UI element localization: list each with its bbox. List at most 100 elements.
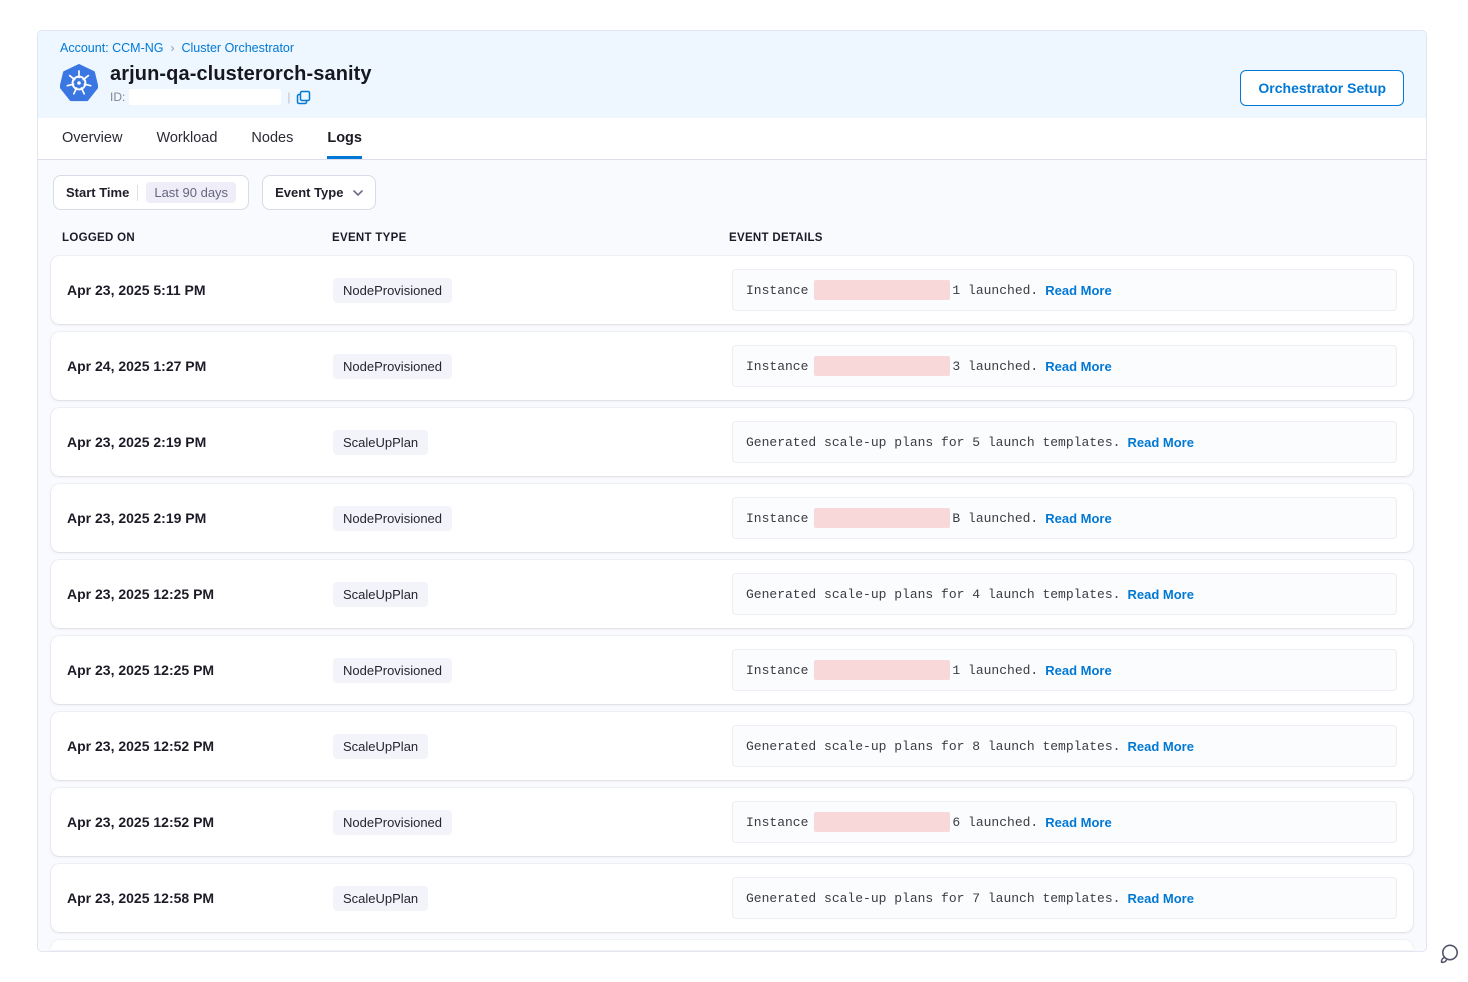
event-type-badge: ScaleUpPlan: [333, 733, 429, 759]
event-details-box: Instance B launched. Read More: [732, 497, 1397, 539]
event-type-cell: ScaleUpPlan: [333, 581, 732, 607]
read-more-link[interactable]: Read More: [1127, 434, 1194, 450]
redacted-instance-id: [814, 280, 951, 300]
logged-on-cell: Apr 23, 2025 12:25 PM: [67, 586, 215, 602]
tab-overview[interactable]: Overview: [62, 130, 123, 146]
column-header-event-details: EVENT DETAILS: [729, 232, 823, 244]
event-type-cell: NodeProvisioned: [333, 657, 732, 683]
breadcrumb: Account: CCM-NG › Cluster Orchestrator: [60, 41, 1404, 55]
event-details-cell: Instance B launched. Read More: [732, 497, 1397, 539]
page-title: arjun-qa-clusterorch-sanity: [110, 63, 372, 85]
table-row[interactable]: Apr 23, 2025 5:11 PM NodeProvisioned Ins…: [51, 256, 1413, 324]
read-more-link[interactable]: Read More: [1045, 358, 1112, 374]
id-label: ID:: [110, 90, 126, 104]
event-details-text: Instance: [746, 282, 809, 298]
event-type-cell: NodeProvisioned: [333, 353, 732, 379]
event-details-text: Generated scale-up plans for 8 launch te…: [746, 738, 1121, 754]
table-row[interactable]: Apr 23, 2025 12:25 PM NodeProvisioned In…: [51, 636, 1413, 704]
read-more-link[interactable]: Read More: [1045, 510, 1112, 526]
event-details-cell: Instance 1 launched. Read More: [732, 649, 1397, 691]
event-details-text: Generated scale-up plans for 4 launch te…: [746, 586, 1121, 602]
event-details-box: Instance 6 launched. Read More: [732, 801, 1397, 843]
event-type-cell: ScaleUpPlan: [333, 733, 732, 759]
event-type-cell: NodeProvisioned: [333, 277, 732, 303]
event-details-text: Instance: [746, 358, 809, 374]
read-more-link[interactable]: Read More: [1127, 738, 1194, 754]
help-chat-icon[interactable]: [1437, 942, 1461, 966]
event-details-cell: Instance 6 launched. Read More: [732, 801, 1397, 843]
start-time-filter[interactable]: Start Time Last 90 days: [53, 175, 250, 210]
event-details-cell: Instance 3 launched. Read More: [732, 345, 1397, 387]
breadcrumb-account-link[interactable]: Account: CCM-NG: [60, 41, 164, 55]
logs-panel: Start Time Last 90 days Event Type LOGGE…: [38, 160, 1426, 950]
event-details-cell: Generated scale-up plans for 4 launch te…: [732, 573, 1397, 615]
read-more-link[interactable]: Read More: [1045, 282, 1112, 298]
logged-on-cell: Apr 23, 2025 2:19 PM: [67, 510, 207, 526]
event-type-badge: ScaleUpPlan: [333, 581, 429, 607]
event-details-box: Generated scale-up plans for 5 launch te…: [732, 421, 1397, 463]
logged-on-cell: Apr 24, 2025 1:27 PM: [67, 358, 207, 374]
tab-nodes[interactable]: Nodes: [251, 130, 294, 146]
event-details-cell: Instance 1 launched. Read More: [732, 269, 1397, 311]
column-header-logged-on: LOGGED ON: [62, 232, 135, 244]
logged-on-cell: Apr 23, 2025 2:19 PM: [67, 434, 207, 450]
event-details-box: Generated scale-up plans for 8 launch te…: [732, 725, 1397, 767]
chevron-down-icon: [353, 189, 364, 196]
event-details-cell: Generated scale-up plans for 7 launch te…: [732, 877, 1397, 919]
event-details-cell: Generated scale-up plans for 5 launch te…: [732, 421, 1397, 463]
event-type-badge: NodeProvisioned: [333, 809, 453, 835]
event-type-badge: ScaleUpPlan: [333, 429, 429, 455]
logged-on-cell: Apr 23, 2025 12:25 PM: [67, 662, 215, 678]
table-row[interactable]: Apr 23, 2025 12:25 PM ScaleUpPlan Genera…: [51, 560, 1413, 628]
table-row[interactable]: Apr 23, 2025 2:19 PM NodeProvisioned Ins…: [51, 484, 1413, 552]
start-time-filter-value: Last 90 days: [146, 182, 237, 203]
event-details-suffix: B launched.: [952, 510, 1039, 526]
orchestrator-setup-button[interactable]: Orchestrator Setup: [1240, 70, 1404, 106]
event-type-cell: ScaleUpPlan: [333, 885, 732, 911]
event-details-text: Instance: [746, 510, 809, 526]
id-value-redacted: [129, 89, 282, 105]
orchestrator-detail-card: Account: CCM-NG › Cluster Orchestrator: [37, 30, 1427, 952]
read-more-link[interactable]: Read More: [1045, 662, 1112, 678]
start-time-filter-label: Start Time: [66, 185, 130, 200]
copy-icon[interactable]: [296, 90, 311, 105]
event-type-badge: ScaleUpPlan: [333, 885, 429, 911]
read-more-link[interactable]: Read More: [1045, 814, 1112, 830]
read-more-link[interactable]: Read More: [1127, 586, 1194, 602]
table-row[interactable]: Apr 23, 2025 12:52 PM NodeProvisioned In…: [51, 788, 1413, 856]
breadcrumb-cluster-orchestrator-link[interactable]: Cluster Orchestrator: [181, 41, 295, 55]
event-details-text: Instance: [746, 814, 809, 830]
logged-on-cell: Apr 23, 2025 12:52 PM: [67, 814, 215, 830]
event-details-text: Generated scale-up plans for 5 launch te…: [746, 434, 1121, 450]
event-details-suffix: 1 launched.: [952, 282, 1039, 298]
tab-workload[interactable]: Workload: [156, 130, 218, 146]
redacted-instance-id: [814, 356, 951, 376]
table-header-row: LOGGED ON EVENT TYPE EVENT DETAILS: [51, 210, 1413, 256]
breadcrumb-separator-icon: ›: [170, 41, 175, 55]
event-type-badge: NodeProvisioned: [333, 353, 453, 379]
read-more-link[interactable]: Read More: [1127, 890, 1194, 906]
logged-on-cell: Apr 23, 2025 12:58 PM: [67, 890, 215, 906]
event-type-badge: NodeProvisioned: [333, 277, 453, 303]
tab-logs[interactable]: Logs: [327, 118, 362, 159]
logged-on-cell: Apr 23, 2025 5:11 PM: [67, 282, 206, 298]
table-row[interactable]: Apr 24, 2025 1:27 PM NodeProvisioned Ins…: [51, 332, 1413, 400]
table-row[interactable]: Apr 23, 2025 2:19 PM ScaleUpPlan Generat…: [51, 408, 1413, 476]
event-details-box: Instance 3 launched. Read More: [732, 345, 1397, 387]
table-row[interactable]: Apr 23, 2025 12:58 PM ScaleUpPlan Genera…: [51, 864, 1413, 932]
log-rows: Apr 23, 2025 5:11 PM NodeProvisioned Ins…: [51, 256, 1413, 932]
table-row[interactable]: Apr 23, 2025 12:52 PM ScaleUpPlan Genera…: [51, 712, 1413, 780]
event-type-badge: NodeProvisioned: [333, 505, 453, 531]
filter-bar: Start Time Last 90 days Event Type: [51, 175, 1413, 210]
id-divider: |: [287, 90, 291, 104]
event-type-badge: NodeProvisioned: [333, 657, 453, 683]
filter-divider: [137, 184, 139, 201]
event-details-box: Generated scale-up plans for 7 launch te…: [732, 877, 1397, 919]
event-type-cell: NodeProvisioned: [333, 809, 732, 835]
event-details-suffix: 1 launched.: [952, 662, 1039, 678]
event-type-filter[interactable]: Event Type: [262, 175, 377, 210]
redacted-instance-id: [814, 660, 951, 680]
event-details-text: Instance: [746, 662, 809, 678]
event-details-cell: Generated scale-up plans for 8 launch te…: [732, 725, 1397, 767]
event-type-filter-label: Event Type: [275, 185, 344, 200]
